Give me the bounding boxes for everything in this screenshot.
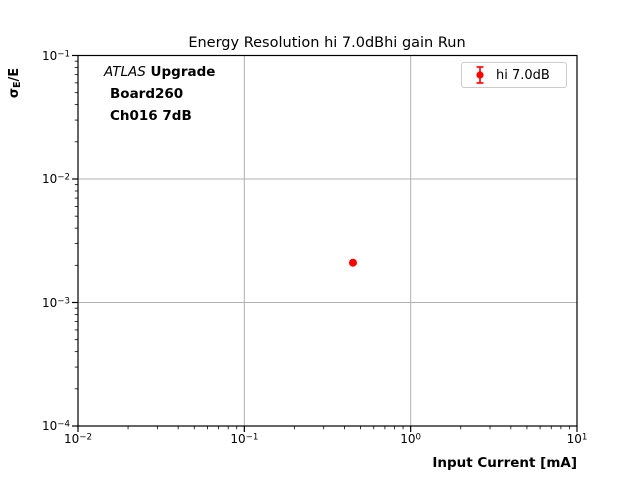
y-tick-label: 10−1 — [42, 48, 70, 63]
x-tick-label: 10−2 — [64, 432, 92, 446]
y-tick-label: 10−3 — [42, 295, 70, 310]
x-tick-label: 100 — [400, 432, 422, 446]
y-axis-label-subscript: E — [12, 81, 23, 89]
annotation-line-board: Board260 — [110, 86, 184, 102]
y-axis-label: σE/E — [7, 68, 23, 98]
y-tick-label: 10−2 — [42, 172, 70, 186]
x-axis-label: Input Current [mA] — [432, 455, 577, 471]
legend-label: hi 7.0dB — [496, 67, 550, 83]
x-tick-label: 10−1 — [230, 432, 259, 446]
annotation-line-atlas: ATLAS Upgrade — [104, 61, 215, 83]
x-tick-label: 101 — [566, 432, 588, 446]
chart-title: Energy Resolution hi 7.0dBhi gain Run — [188, 35, 466, 51]
plot-border — [77, 54, 578, 427]
annotation-block: ATLAS Upgrade Board260 Ch016 7dB — [104, 61, 215, 127]
legend-box: hi 7.0dB — [461, 62, 567, 88]
data-point — [348, 258, 357, 267]
annotation-line-channel: Ch016 7dB — [110, 108, 192, 124]
y-axis-label-sigma: σ — [7, 88, 22, 99]
legend-errorbar-marker-icon — [476, 66, 484, 84]
atlas-text: ATLAS — [104, 64, 146, 80]
y-tick-label: 10−4 — [42, 419, 70, 433]
upgrade-text: Upgrade — [145, 64, 216, 80]
y-axis-label-rest: /E — [7, 67, 22, 82]
